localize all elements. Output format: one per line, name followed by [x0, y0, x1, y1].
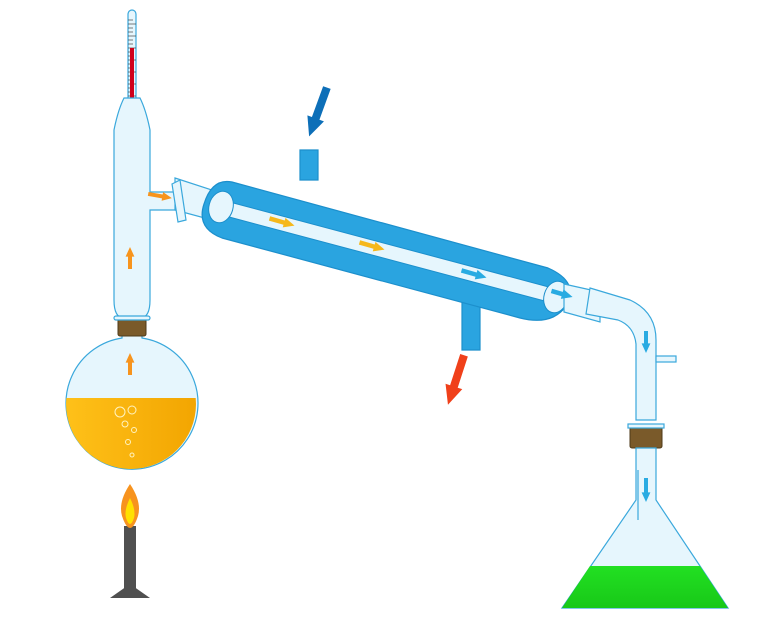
distillate-arrow-adapter — [641, 331, 651, 353]
vapor-arrow-condenser-3-shape — [460, 268, 487, 280]
bubble — [129, 452, 135, 458]
still-head — [113, 97, 213, 319]
distillation-flask — [65, 329, 199, 470]
vapor-arrow-up-shape — [125, 247, 135, 269]
receiving-flask — [560, 447, 730, 609]
vacuum-adapter-port — [655, 355, 677, 363]
vapor-arrow-condenser-2-shape — [358, 240, 385, 252]
boiling-bubbles — [114, 405, 137, 458]
water-out-arrow-shape — [445, 354, 468, 405]
flask-liquid — [66, 398, 196, 469]
bubble — [125, 439, 131, 445]
vapor-arrow-condenser-4-shape — [550, 288, 573, 299]
bunsen-burner — [110, 484, 150, 598]
vapor-arrow-sidearm — [147, 191, 172, 201]
receiver-adapter — [563, 283, 677, 421]
bubble — [121, 420, 129, 428]
vapor-arrow-condenser-2 — [358, 240, 385, 252]
water-in-arrow — [307, 86, 331, 137]
vapor-arrow-sidearm-shape — [147, 191, 172, 201]
distillate-arrow-receiver — [641, 478, 651, 502]
water-out-arrow — [445, 354, 468, 405]
water-inlet-tube — [299, 149, 319, 181]
distillate-arrow-receiver-shape — [641, 478, 651, 502]
water-outlet-tube — [461, 299, 481, 351]
vapor-arrow-condenser-3 — [460, 268, 487, 280]
vapor-arrow-condenser-1 — [268, 216, 295, 228]
water-in-arrow-shape — [307, 86, 331, 137]
vapor-arrow-neck-shape — [125, 353, 135, 375]
receiver-stopper — [629, 425, 663, 449]
bubble — [131, 427, 137, 433]
distillate-arrow-adapter-shape — [641, 331, 651, 353]
vapor-flow-arrows — [125, 86, 651, 502]
bubble — [127, 405, 137, 415]
distillate-liquid — [562, 566, 728, 608]
condenser — [201, 149, 571, 351]
vapor-arrow-condenser-1-shape — [268, 216, 295, 228]
vapor-arrow-neck — [125, 353, 135, 375]
vapor-arrow-condenser-4 — [550, 288, 573, 299]
vapor-arrow-up — [125, 247, 135, 269]
bubble — [114, 406, 126, 418]
